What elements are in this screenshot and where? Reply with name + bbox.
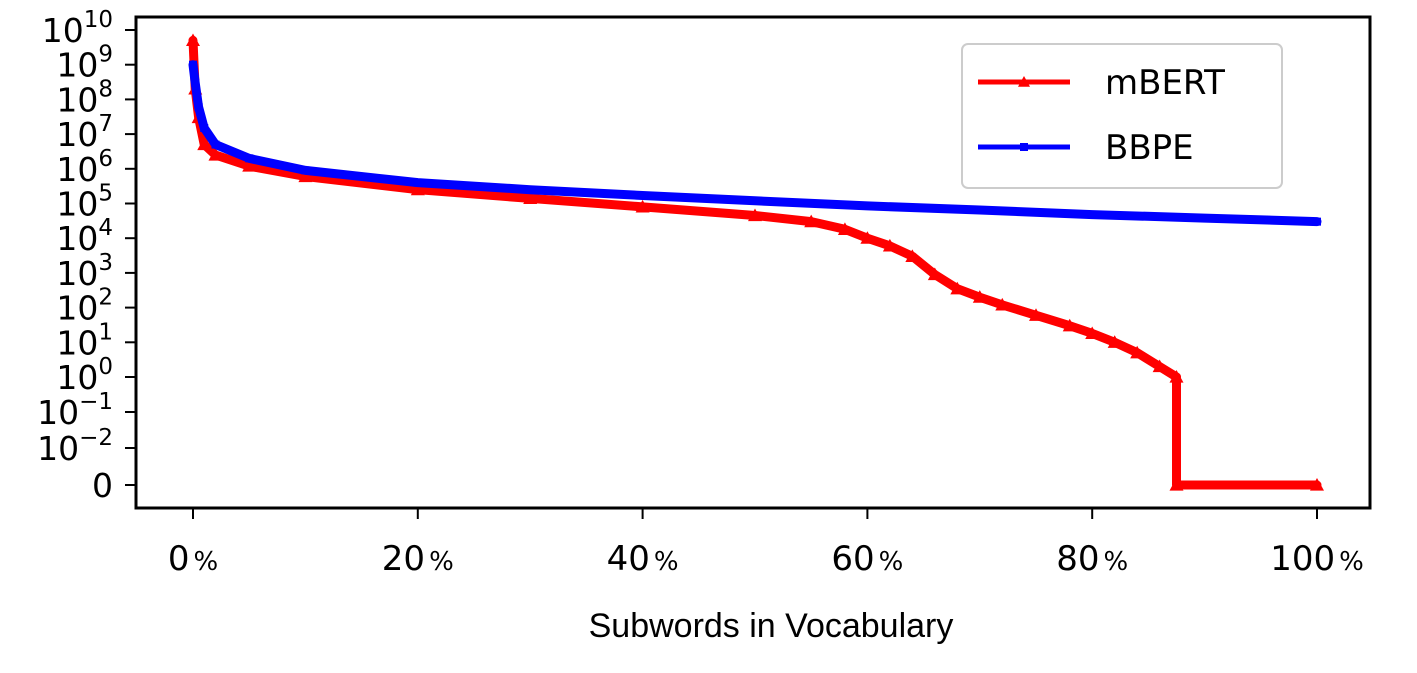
x-axis: 0% 20% 40% 60% 80% 100% — [168, 508, 1364, 579]
data-point-bbpe-1 — [191, 78, 200, 87]
x-tick-label-0: 0% — [168, 539, 218, 579]
data-point-mbert-18 — [972, 290, 987, 303]
data-point-mbert-27 — [1169, 478, 1184, 491]
data-point-mbert-9 — [635, 199, 650, 213]
data-point-bbpe-14 — [1200, 214, 1209, 223]
data-point-mbert-17 — [950, 281, 965, 295]
data-point-bbpe-0 — [189, 60, 197, 69]
data-point-bbpe-10 — [751, 196, 759, 205]
data-point-bbpe-15 — [1313, 217, 1321, 226]
y-tick-label-9: 106 — [56, 146, 113, 189]
y-tick-label-1: 10−2 — [37, 425, 113, 468]
data-point-mbert-3 — [197, 137, 212, 151]
data-point-mbert-5 — [242, 159, 257, 172]
data-point-mbert-8 — [523, 191, 538, 205]
legend-marker-mbert — [1018, 76, 1030, 87]
data-point-mbert-14 — [882, 238, 897, 252]
data-point-mbert-22 — [1085, 326, 1100, 340]
data-point-bbpe-5 — [245, 154, 254, 163]
y-tick-label-0: 0 — [92, 466, 113, 505]
data-point-bbpe-12 — [975, 205, 984, 214]
series-line-bbpe — [188, 60, 1322, 227]
data-point-mbert-11 — [804, 214, 819, 228]
data-point-mbert-13 — [860, 231, 875, 244]
x-tick-label-2: 40% — [607, 539, 679, 579]
legend-label-bbpe: BBPE — [1105, 128, 1194, 168]
y-tick-label-3: 100 — [56, 354, 113, 397]
data-point-bbpe-9 — [638, 191, 647, 200]
data-point-mbert-23 — [1107, 335, 1122, 348]
data-point-mbert-26 — [1169, 370, 1184, 383]
data-point-mbert-20 — [1029, 308, 1043, 321]
data-point-mbert-6 — [298, 169, 313, 183]
data-point-mbert-24 — [1130, 345, 1145, 359]
x-tick-label-5: 100% — [1270, 539, 1364, 579]
data-point-mbert-25 — [1152, 359, 1167, 373]
data-point-mbert-7 — [410, 182, 425, 196]
y-tick-label-6: 103 — [56, 250, 113, 293]
data-point-bbpe-6 — [301, 166, 310, 175]
y-tick-label-8: 105 — [56, 181, 113, 224]
data-point-bbpe-3 — [200, 123, 209, 132]
data-point-mbert-15 — [905, 249, 920, 262]
x-tick-label-3: 60% — [831, 539, 903, 579]
data-point-bbpe-11 — [863, 201, 872, 210]
y-tick-label-2: 10−1 — [37, 389, 113, 432]
data-point-mbert-19 — [995, 297, 1010, 311]
data-point-mbert-16 — [927, 267, 942, 281]
x-axis-label: Subwords in Vocabulary — [589, 607, 954, 645]
data-point-bbpe-7 — [413, 178, 422, 187]
series-bbpe — [188, 60, 1322, 227]
data-point-mbert-12 — [837, 222, 852, 235]
data-point-mbert-4 — [208, 147, 223, 161]
data-point-mbert-28 — [1310, 478, 1324, 491]
legend-marker-bbpe — [1020, 143, 1028, 151]
data-point-bbpe-13 — [1088, 210, 1097, 219]
data-point-bbpe-4 — [211, 140, 220, 149]
data-point-mbert-10 — [748, 208, 762, 222]
data-point-bbpe-8 — [526, 185, 535, 194]
y-tick-label-11: 108 — [56, 76, 113, 119]
data-point-mbert-21 — [1062, 318, 1077, 332]
x-tick-label-1: 20% — [382, 539, 454, 579]
y-tick-label-12: 109 — [56, 42, 113, 85]
plot-frame — [134, 15, 1372, 510]
legend: mBERT BBPE — [961, 43, 1283, 189]
x-tick-label-4: 80% — [1056, 539, 1128, 579]
data-point-bbpe-2 — [194, 103, 203, 112]
y-axis: 010−210−11001011021031041051061071081091… — [37, 7, 136, 505]
y-tick-label-4: 101 — [56, 319, 113, 362]
series-layer — [186, 33, 1324, 491]
y-tick-label-10: 107 — [56, 111, 113, 154]
data-point-mbert-0 — [186, 33, 200, 47]
y-tick-label-5: 102 — [56, 285, 113, 328]
y-tick-label-7: 104 — [56, 215, 113, 258]
plot-area — [134, 15, 1372, 510]
y-tick-label-13: 1010 — [42, 7, 113, 50]
legend-label-mbert: mBERT — [1105, 63, 1225, 103]
